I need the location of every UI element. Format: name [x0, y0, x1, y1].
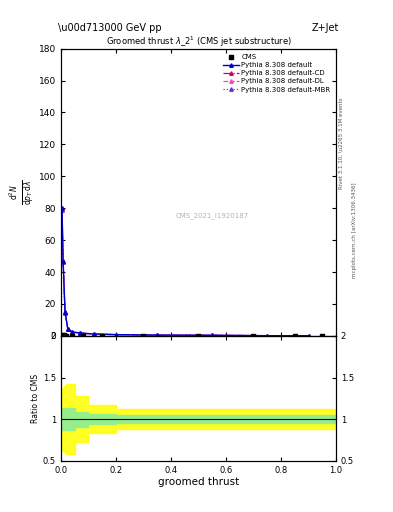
Pythia 8.308 default	[92, 331, 96, 337]
Pythia 8.308 default-CD	[70, 329, 74, 335]
Pythia 8.308 default-CD	[114, 332, 118, 338]
Pythia 8.308 default-CD	[155, 332, 160, 338]
CMS	[80, 332, 86, 340]
Pythia 8.308 default-CD	[78, 330, 83, 336]
Pythia 8.308 default-DL	[265, 333, 270, 339]
Pythia 8.308 default-CD	[61, 258, 66, 264]
Pythia 8.308 default-DL	[210, 332, 215, 338]
Pythia 8.308 default	[114, 332, 118, 338]
CMS	[63, 332, 70, 340]
Pythia 8.308 default	[61, 258, 66, 264]
Line: Pythia 8.308 default-DL: Pythia 8.308 default-DL	[60, 208, 310, 337]
Pythia 8.308 default	[265, 333, 270, 339]
Text: Rivet 3.1.10, \u2265 3.1M events: Rivet 3.1.10, \u2265 3.1M events	[339, 98, 344, 189]
Pythia 8.308 default	[65, 326, 70, 332]
Line: Pythia 8.308 default-MBR: Pythia 8.308 default-MBR	[60, 208, 310, 337]
Text: Z+Jet: Z+Jet	[311, 23, 339, 33]
Text: mcplots.cern.ch [arXiv:1306.3436]: mcplots.cern.ch [arXiv:1306.3436]	[352, 183, 357, 278]
Pythia 8.308 default-MBR	[63, 310, 68, 316]
Pythia 8.308 default	[70, 329, 74, 335]
CMS	[69, 332, 75, 340]
Pythia 8.308 default-DL	[70, 329, 74, 335]
Pythia 8.308 default-MBR	[65, 326, 70, 332]
CMS	[140, 332, 147, 340]
Title: Groomed thrust $\lambda\_2^1$ (CMS jet substructure): Groomed thrust $\lambda\_2^1$ (CMS jet s…	[106, 34, 291, 49]
Pythia 8.308 default-CD	[265, 333, 270, 339]
Pythia 8.308 default	[155, 332, 160, 338]
Pythia 8.308 default-DL	[78, 330, 83, 336]
Legend: CMS, Pythia 8.308 default, Pythia 8.308 default-CD, Pythia 8.308 default-DL, Pyt: CMS, Pythia 8.308 default, Pythia 8.308 …	[221, 52, 332, 95]
Pythia 8.308 default-MBR	[265, 333, 270, 339]
Pythia 8.308 default-DL	[114, 332, 118, 338]
CMS	[292, 332, 298, 340]
Pythia 8.308 default-DL	[92, 331, 96, 337]
X-axis label: groomed thrust: groomed thrust	[158, 477, 239, 487]
Pythia 8.308 default-MBR	[210, 332, 215, 338]
Pythia 8.308 default-CD	[306, 333, 311, 339]
Pythia 8.308 default	[78, 330, 83, 336]
Pythia 8.308 default-CD	[92, 331, 96, 337]
Y-axis label: $\mathrm{d}^2N$
$\overline{\mathrm{d}p_T\,\mathrm{d}\lambda}$: $\mathrm{d}^2N$ $\overline{\mathrm{d}p_T…	[7, 179, 36, 205]
Pythia 8.308 default-MBR	[60, 207, 64, 213]
Pythia 8.308 default-CD	[65, 326, 70, 332]
CMS	[61, 331, 67, 339]
Pythia 8.308 default	[63, 309, 68, 315]
CMS	[99, 332, 105, 340]
Pythia 8.308 default-DL	[61, 260, 66, 266]
Pythia 8.308 default-MBR	[70, 329, 74, 335]
Pythia 8.308 default-MBR	[78, 330, 83, 336]
Line: Pythia 8.308 default-CD: Pythia 8.308 default-CD	[60, 206, 310, 337]
CMS	[250, 332, 257, 340]
Pythia 8.308 default-DL	[63, 310, 68, 316]
Y-axis label: Ratio to CMS: Ratio to CMS	[31, 374, 40, 423]
Pythia 8.308 default-DL	[65, 326, 70, 332]
Pythia 8.308 default-CD	[63, 309, 68, 315]
Pythia 8.308 default-MBR	[155, 332, 160, 338]
Pythia 8.308 default-CD	[210, 332, 215, 338]
Pythia 8.308 default-MBR	[61, 260, 66, 266]
Pythia 8.308 default-DL	[60, 207, 64, 213]
Pythia 8.308 default	[60, 205, 64, 211]
Text: \u00d713000 GeV pp: \u00d713000 GeV pp	[58, 23, 162, 33]
Pythia 8.308 default-MBR	[92, 331, 96, 337]
Pythia 8.308 default-DL	[155, 332, 160, 338]
Pythia 8.308 default-DL	[306, 333, 311, 339]
Line: Pythia 8.308 default: Pythia 8.308 default	[60, 206, 310, 337]
Text: CMS_2021_I1920187: CMS_2021_I1920187	[176, 212, 249, 219]
Pythia 8.308 default-MBR	[114, 332, 118, 338]
Pythia 8.308 default-MBR	[306, 333, 311, 339]
CMS	[59, 331, 65, 339]
CMS	[195, 332, 202, 340]
Pythia 8.308 default	[210, 332, 215, 338]
Pythia 8.308 default	[306, 333, 311, 339]
CMS	[319, 332, 325, 340]
Pythia 8.308 default-CD	[60, 205, 64, 211]
